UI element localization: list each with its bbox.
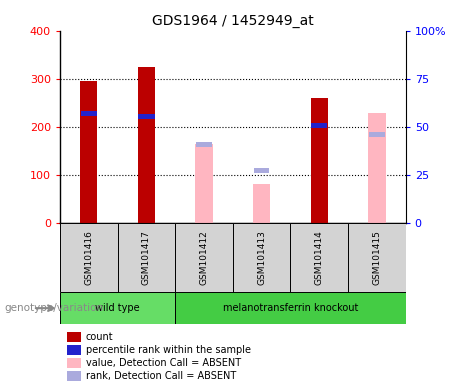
Text: rank, Detection Call = ABSENT: rank, Detection Call = ABSENT <box>86 371 236 381</box>
Bar <box>67 345 81 355</box>
Bar <box>67 358 81 368</box>
Text: genotype/variation: genotype/variation <box>5 303 104 313</box>
Text: count: count <box>86 332 113 342</box>
Bar <box>253 184 270 223</box>
Bar <box>81 111 97 116</box>
Bar <box>67 332 81 342</box>
Bar <box>196 142 212 147</box>
Bar <box>138 114 154 119</box>
Bar <box>290 223 348 292</box>
Bar <box>118 223 175 292</box>
Bar <box>175 292 406 324</box>
Bar <box>369 132 384 137</box>
Text: GSM101413: GSM101413 <box>257 230 266 285</box>
Bar <box>195 144 213 223</box>
Bar <box>138 67 155 223</box>
Bar <box>60 223 118 292</box>
Bar <box>311 123 327 128</box>
Bar <box>254 169 269 173</box>
Text: GSM101412: GSM101412 <box>200 230 208 285</box>
Text: melanotransferrin knockout: melanotransferrin knockout <box>223 303 358 313</box>
Bar <box>175 223 233 292</box>
Title: GDS1964 / 1452949_at: GDS1964 / 1452949_at <box>152 14 313 28</box>
Bar <box>348 223 406 292</box>
Bar <box>60 292 175 324</box>
Text: percentile rank within the sample: percentile rank within the sample <box>86 345 251 355</box>
Bar <box>80 81 97 223</box>
Bar <box>233 223 290 292</box>
Text: value, Detection Call = ABSENT: value, Detection Call = ABSENT <box>86 358 241 368</box>
Text: GSM101417: GSM101417 <box>142 230 151 285</box>
Text: GSM101415: GSM101415 <box>372 230 381 285</box>
Text: GSM101416: GSM101416 <box>84 230 93 285</box>
Bar <box>311 98 328 223</box>
Text: GSM101414: GSM101414 <box>315 230 324 285</box>
Text: wild type: wild type <box>95 303 140 313</box>
Bar <box>67 371 81 381</box>
Bar <box>368 113 385 223</box>
